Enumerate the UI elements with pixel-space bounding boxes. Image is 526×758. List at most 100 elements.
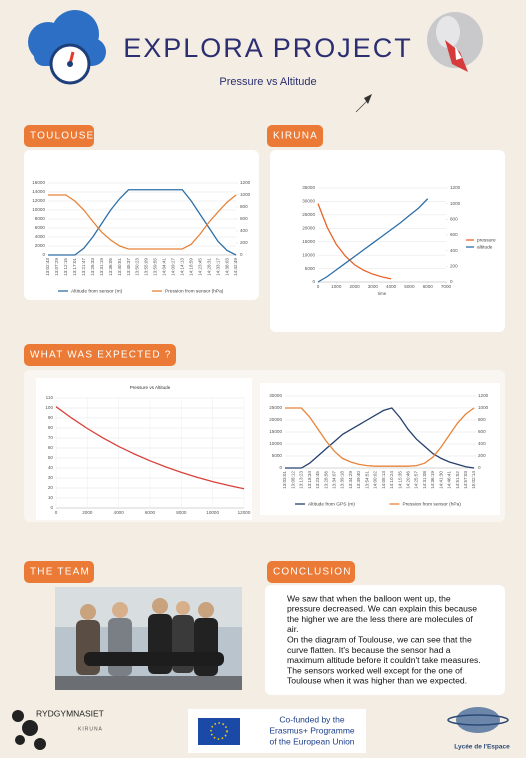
x-tick-label: 14:31:08 — [422, 471, 427, 489]
panel — [24, 150, 259, 300]
y2-tick-label: 600 — [240, 216, 248, 221]
conclusion-line: air. — [287, 624, 298, 634]
y-tick-label: 0 — [312, 279, 315, 284]
x-tick-label: 13:40:51 — [117, 258, 122, 276]
y-tick-label: 2000 — [35, 243, 46, 248]
conclusion-line: the higher we are the less there are mol… — [287, 614, 473, 624]
x-tick-label: 14:10:24 — [389, 471, 394, 489]
y-tick-label: 20000 — [269, 417, 282, 422]
section-title: TOULOUSE — [30, 131, 94, 142]
y2-tick-label: 600 — [478, 429, 486, 434]
y2-tick-label: 1200 — [478, 393, 489, 398]
series-line — [285, 407, 475, 467]
y2-tick-label: 1200 — [240, 180, 251, 185]
x-tick-label: 1000 — [331, 284, 342, 289]
y2-tick-label: 0 — [450, 279, 453, 284]
x-tick-label: 14:14:13 — [180, 258, 185, 276]
x-tick-label: 14:36:19 — [430, 471, 435, 489]
x-tick-label: 13:07:29 — [54, 258, 59, 276]
series-line — [55, 406, 245, 490]
balloon-icon — [427, 12, 483, 72]
title: EXPLORA PROJECT — [123, 33, 413, 63]
x-tick-label: 13:59:55 — [153, 258, 158, 276]
y2-tick-label: 0 — [240, 252, 243, 257]
conclusion-line: We saw that when the balloon went up, th… — [287, 593, 451, 603]
x-tick-label: 13:55:09 — [144, 258, 149, 276]
y2-tick-label: 1000 — [450, 201, 461, 206]
kite-string — [355, 99, 369, 113]
x-tick-label: 13:44:29 — [348, 471, 353, 489]
x-tick-label: 13:50:23 — [135, 258, 140, 276]
eu-text: Co-funded by the — [279, 714, 344, 724]
series-line — [48, 189, 237, 256]
x-tick-label: 6000 — [145, 510, 156, 515]
y-tick-label: 35000 — [302, 185, 315, 190]
y-tick-label: 12000 — [32, 198, 45, 203]
x-tick-label: 13:34:07 — [332, 471, 337, 489]
section-title: KIRUNA — [273, 131, 318, 142]
gauge-icon — [28, 10, 106, 85]
x-tick-label: 14:28:31 — [206, 258, 211, 276]
y-tick-label: 5000 — [272, 453, 283, 458]
y-tick-label: 8000 — [35, 216, 46, 221]
y-tick-label: 4000 — [35, 234, 46, 239]
y2-tick-label: 800 — [240, 204, 248, 209]
y-tick-label: 50 — [48, 455, 54, 460]
x-tick-label: 4000 — [386, 284, 397, 289]
series-line — [317, 198, 429, 283]
x-tick-label: 14:25:57 — [414, 471, 419, 489]
panel — [265, 585, 505, 695]
conclusion-line: The sensors worked well except for the o… — [287, 665, 463, 675]
y-tick-label: 6000 — [35, 225, 46, 230]
x-tick-label: 12000 — [238, 510, 251, 515]
section-badge — [267, 561, 355, 583]
x-tick-label: 14:33:17 — [215, 258, 220, 276]
school-logo: RYDGYMNASIET KIRUNA — [12, 708, 104, 750]
x-tick-label: 13:18:34 — [307, 471, 312, 489]
lycee-logo: Lycée de l'Espace — [447, 707, 510, 751]
series-line — [48, 194, 237, 250]
y2-tick-label: 0 — [478, 465, 481, 470]
x-tick-label: 2000 — [82, 510, 93, 515]
x-axis-label: time — [378, 291, 387, 296]
y2-tick-label: 600 — [450, 232, 458, 237]
y-tick-label: 30000 — [302, 199, 315, 204]
x-tick-label: 13:49:40 — [356, 471, 361, 489]
x-tick-label: 14:42:49 — [233, 258, 238, 276]
legend-label: Altitude from sensor (m) — [71, 288, 123, 294]
x-tick-label: 14:04:41 — [162, 258, 167, 276]
x-tick-label: 15:02:14 — [471, 471, 476, 489]
x-tick-label: 14:41:30 — [438, 471, 443, 489]
x-tick-label: 14:15:35 — [397, 471, 402, 489]
y-tick-label: 10000 — [32, 207, 45, 212]
conclusion-line: On the diagram of Toulouse, we can see t… — [287, 634, 472, 644]
x-tick-label: 13:17:01 — [72, 258, 77, 276]
team-photo — [55, 587, 242, 690]
x-tick-label: 14:51:52 — [455, 471, 460, 489]
x-tick-label: 13:31:19 — [99, 258, 104, 276]
x-tick-label: 5000 — [404, 284, 415, 289]
panel — [270, 150, 505, 332]
eu-text: Erasmus+ Programme — [269, 725, 355, 735]
y2-tick-label: 800 — [450, 217, 458, 222]
conclusion-text: We saw that when the balloon went up, th… — [287, 593, 481, 685]
y-tick-label: 25000 — [302, 212, 315, 217]
x-tick-label: 14:20:46 — [405, 471, 410, 489]
x-tick-label: 0 — [317, 284, 320, 289]
y2-tick-label: 400 — [478, 441, 486, 446]
x-tick-label: 14:46:41 — [447, 471, 452, 489]
y-tick-label: 60 — [48, 445, 54, 450]
eu-logo: Co-funded by the Erasmus+ Programme of t… — [188, 709, 366, 753]
x-tick-label: 13:13:23 — [299, 471, 304, 489]
y2-tick-label: 1200 — [450, 185, 461, 190]
x-tick-label: 13:21:47 — [81, 258, 86, 276]
subtitle: Pressure vs Altitude — [219, 76, 316, 88]
kite-icon — [364, 94, 372, 104]
section-badge — [24, 344, 176, 366]
conclusion-line: curve flatten. It's because the sensor h… — [287, 645, 451, 655]
y-tick-label: 20000 — [302, 226, 315, 231]
conclusion-line: Toulouse when it was higher than we expe… — [287, 676, 467, 686]
section-badge — [24, 125, 94, 147]
x-tick-label: 14:57:03 — [463, 471, 468, 489]
